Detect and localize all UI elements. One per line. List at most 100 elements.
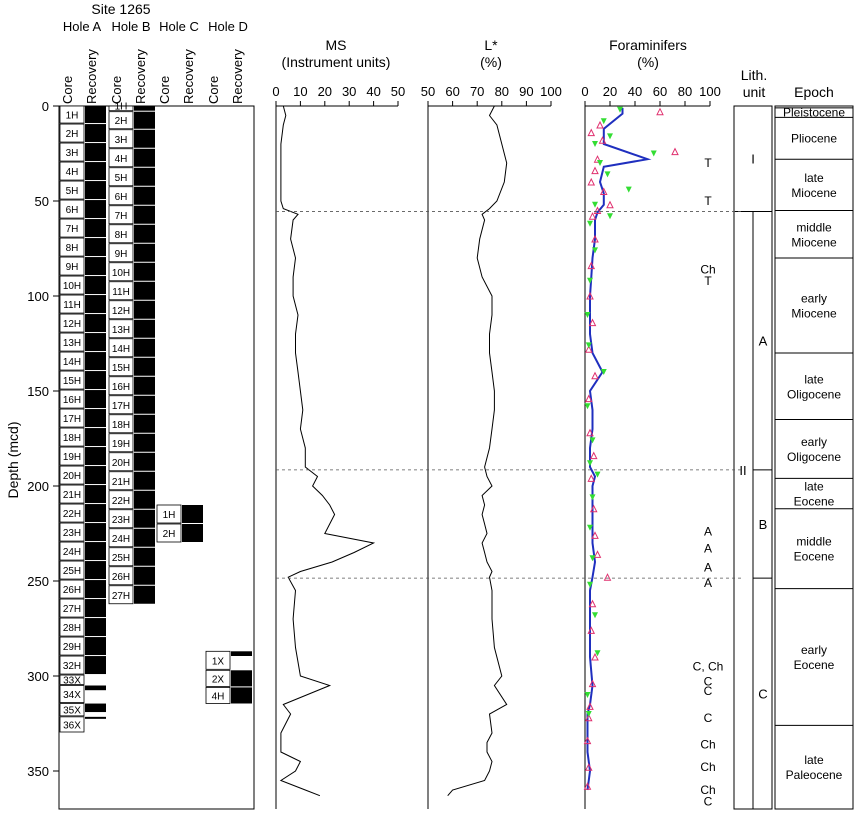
epoch-label-8-a: middle [796, 535, 832, 549]
core-label-0-7: 8H [66, 243, 79, 254]
core-box-1-9 [108, 262, 134, 282]
lith-subunit-B: B [759, 517, 768, 532]
recovery-bar-1-18 [134, 433, 155, 452]
foram-tick-label-1: 20 [603, 84, 617, 99]
recovery-bar-3-1 [231, 670, 252, 687]
core-label-1-12: 13H [112, 325, 130, 336]
recovery-bar-1-22 [134, 509, 155, 528]
foram-annotation-9: C [704, 675, 713, 689]
red-triangle-2 [587, 128, 596, 137]
foram-annotation-10: C [704, 684, 713, 698]
green-triangle-27 [585, 711, 592, 717]
green-triangle-25 [594, 650, 601, 657]
recovery-bar-1-11 [134, 300, 155, 319]
epoch-label-4-b: Miocene [791, 307, 837, 321]
recovery-bar-1-3 [134, 148, 155, 167]
epoch-label-7-a: late [804, 480, 824, 494]
lith-subunit-C: C [758, 687, 767, 702]
red-triangle-8 [599, 187, 608, 195]
recovery-bar-0-20 [85, 485, 106, 504]
foram-title: Foraminifers [609, 37, 687, 53]
core-box-0-13 [59, 351, 85, 371]
foram-annotation-11: C [704, 711, 713, 725]
core-box-3-0 [205, 650, 231, 670]
recovery-bar-1-16 [134, 395, 155, 414]
core-label-1-24: 25H [112, 553, 130, 564]
lith-subunit-A: A [759, 334, 768, 349]
recovery-bar-1-25 [134, 566, 155, 585]
core-box-1-24 [108, 547, 134, 567]
core-box-0-15 [59, 389, 85, 409]
core-box-0-16 [59, 408, 85, 428]
core-box-1-11 [108, 300, 134, 320]
recovery-bar-0-18 [85, 447, 106, 466]
core-box-1-5 [108, 186, 134, 206]
red-triangle-33 [584, 763, 593, 771]
core-box-1-12 [108, 319, 134, 339]
core-label-1-0: 1H [115, 102, 128, 113]
red-triangle-31 [584, 713, 593, 722]
red-triangle-14 [586, 291, 594, 300]
recovery-bar-1-4 [134, 167, 155, 186]
green-triangle-1 [600, 118, 607, 125]
red-triangle-27 [587, 626, 596, 634]
core-label-1-6: 7H [115, 211, 128, 222]
foram-annotation-13: Ch [700, 760, 715, 774]
recovery-bar-0-10 [85, 295, 106, 314]
green-triangle-23 [587, 581, 593, 588]
recovery-bar-1-14 [134, 357, 155, 376]
core-label-1-2: 3H [115, 135, 128, 146]
core-box-0-28 [59, 636, 85, 656]
recovery-bar-0-6 [85, 219, 106, 238]
green-triangle-2 [607, 133, 613, 140]
ms-tick-label-4: 40 [366, 84, 380, 99]
recovery-bar-3-2 [231, 687, 252, 704]
core-box-0-30 [59, 674, 85, 685]
foram-annotation-4: A [704, 525, 712, 539]
core-label-0-30: 33X [63, 676, 81, 687]
core-box-0-17 [59, 427, 85, 447]
core-box-1-2 [108, 129, 134, 149]
core-label-0-29: 32H [63, 661, 81, 672]
lstar-panel: 50 60 70 80 90 100 [421, 84, 562, 809]
red-triangle-18 [584, 394, 593, 403]
core-label-0-5: 6H [66, 205, 79, 216]
core-label-1-15: 16H [112, 382, 130, 393]
foram-annotation-3: T [704, 274, 712, 288]
left-frame [58, 105, 255, 810]
core-box-0-21 [59, 503, 85, 523]
recovery-bar-0-25 [85, 580, 106, 599]
recovery-bar-0-32 [85, 703, 106, 713]
core-box-1-19 [108, 452, 134, 472]
red-triangle-30 [586, 702, 594, 710]
recovery-bar-1-23 [134, 528, 155, 547]
core-label-1-3: 4H [115, 154, 128, 165]
core-label-0-9: 10H [63, 281, 81, 292]
lstar-tick-label-3: 80 [495, 84, 509, 99]
depth-axis-label: Depth (mcd) [5, 421, 21, 498]
foram-total-curve [586, 107, 652, 791]
core-box-0-11 [59, 313, 85, 333]
core-box-1-25 [108, 566, 134, 586]
green-triangle-12 [587, 277, 593, 284]
core-box-1-17 [108, 414, 134, 434]
recovery-header-0: Recovery [84, 49, 99, 104]
core-label-3-1: 2X [212, 674, 225, 685]
core-label-3-0: 1X [212, 656, 225, 667]
epoch-label-10-a: late [804, 753, 824, 767]
red-triangle-7 [587, 177, 596, 186]
recovery-bar-1-1 [134, 111, 155, 129]
foram-annotation-14: Ch [700, 783, 715, 797]
core-label-1-22: 23H [112, 515, 130, 526]
core-label-1-8: 9H [115, 249, 128, 260]
green-triangle-13 [584, 312, 591, 318]
ms-tick-label-2: 20 [318, 84, 332, 99]
core-label-1-13: 14H [112, 344, 130, 355]
recovery-bar-0-26 [85, 599, 106, 618]
core-box-0-32 [59, 703, 85, 717]
green-triangle-8 [592, 201, 598, 208]
depth-tick-label-3: 150 [27, 384, 49, 399]
core-label-1-26: 27H [112, 591, 130, 602]
recovery-header-2: Recovery [181, 49, 196, 104]
